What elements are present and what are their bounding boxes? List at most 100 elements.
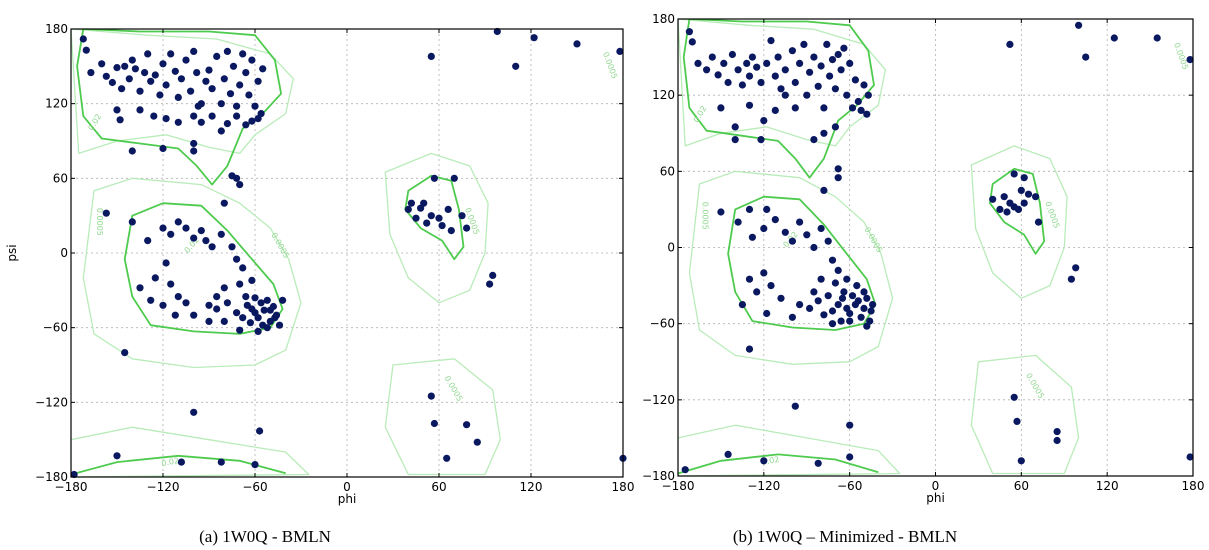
y-tick-label: −120 bbox=[642, 393, 675, 407]
data-point bbox=[840, 288, 848, 296]
data-point bbox=[1072, 264, 1080, 272]
data-point bbox=[814, 297, 822, 305]
data-point bbox=[98, 60, 106, 68]
data-point bbox=[167, 230, 175, 238]
data-point bbox=[151, 71, 159, 79]
x-tick-label: 120 bbox=[520, 480, 543, 494]
data-point bbox=[229, 62, 238, 70]
contour-line-inner bbox=[678, 453, 879, 475]
data-point bbox=[743, 59, 751, 67]
data-point bbox=[147, 296, 155, 304]
data-point bbox=[1110, 34, 1118, 42]
data-point bbox=[834, 301, 842, 309]
data-point bbox=[217, 458, 225, 466]
data-point bbox=[443, 454, 451, 462]
data-point bbox=[803, 91, 811, 99]
data-point bbox=[213, 52, 221, 61]
data-point bbox=[803, 231, 811, 239]
data-point bbox=[233, 309, 241, 317]
data-point bbox=[144, 237, 152, 245]
y-tick-label: −60 bbox=[43, 321, 68, 335]
x-tick-label: −60 bbox=[242, 480, 267, 494]
data-point bbox=[151, 274, 159, 282]
data-point bbox=[213, 305, 221, 313]
data-point bbox=[826, 72, 834, 80]
data-point bbox=[1003, 208, 1011, 216]
data-point bbox=[810, 243, 818, 252]
data-point bbox=[1053, 428, 1061, 436]
data-point bbox=[113, 64, 121, 72]
data-point bbox=[131, 65, 139, 73]
data-point bbox=[846, 309, 854, 318]
contour-line-inner bbox=[682, 19, 875, 179]
data-point bbox=[838, 294, 847, 302]
data-point bbox=[869, 301, 877, 309]
data-point bbox=[863, 322, 871, 330]
data-point bbox=[1034, 218, 1043, 226]
data-point bbox=[141, 69, 149, 77]
data-point bbox=[254, 314, 262, 322]
data-point bbox=[182, 56, 190, 64]
data-point bbox=[174, 218, 182, 226]
data-point bbox=[220, 75, 228, 83]
data-point bbox=[404, 205, 412, 213]
data-point bbox=[703, 66, 711, 74]
panel-caption: (b) 1W0Q – Minimized - BMLN bbox=[733, 527, 957, 546]
data-point bbox=[731, 136, 739, 144]
data-point bbox=[260, 306, 268, 314]
plot-area-b bbox=[678, 19, 1193, 476]
data-point bbox=[745, 72, 754, 80]
data-point bbox=[760, 224, 768, 233]
data-point bbox=[867, 307, 875, 315]
data-point bbox=[817, 62, 825, 70]
data-point bbox=[843, 91, 851, 99]
data-point bbox=[113, 452, 121, 460]
data-point bbox=[828, 256, 837, 264]
data-point bbox=[412, 214, 420, 222]
data-point bbox=[846, 453, 854, 461]
data-point bbox=[197, 118, 205, 126]
data-point bbox=[853, 282, 861, 290]
chart-panel-b: 0.020.020.020.00050.00050.00050.00050.00… bbox=[642, 12, 1204, 546]
data-point bbox=[102, 209, 110, 217]
data-point bbox=[82, 46, 90, 54]
data-point bbox=[136, 284, 144, 292]
x-axis-label: phi bbox=[926, 491, 945, 505]
data-point bbox=[717, 104, 725, 112]
data-point bbox=[863, 294, 871, 302]
data-point bbox=[242, 293, 250, 301]
contour-label: 0.02 bbox=[761, 455, 780, 467]
data-point bbox=[248, 117, 256, 125]
data-point bbox=[444, 205, 452, 213]
data-point bbox=[777, 294, 785, 302]
data-point bbox=[1020, 174, 1028, 182]
data-point bbox=[781, 66, 789, 74]
data-point bbox=[824, 237, 832, 245]
data-point bbox=[1010, 170, 1018, 178]
contour-line-outer bbox=[688, 170, 894, 365]
data-point bbox=[788, 313, 797, 321]
contour-line-outer bbox=[384, 152, 489, 304]
data-point bbox=[177, 458, 185, 466]
data-point bbox=[685, 28, 694, 36]
data-point bbox=[236, 81, 244, 89]
data-point bbox=[205, 66, 213, 74]
y-tick-label: −120 bbox=[35, 395, 68, 409]
data-point bbox=[190, 112, 198, 120]
contour-line-outer bbox=[71, 426, 310, 477]
data-point bbox=[857, 106, 865, 114]
data-point bbox=[254, 77, 262, 85]
data-point bbox=[463, 224, 471, 232]
data-point bbox=[828, 320, 837, 328]
data-point bbox=[118, 85, 126, 93]
data-point bbox=[781, 228, 789, 236]
x-tick-label: 60 bbox=[431, 480, 446, 494]
data-point bbox=[989, 195, 997, 203]
data-point bbox=[171, 67, 179, 75]
data-point bbox=[254, 327, 262, 335]
contour-line-outer bbox=[82, 177, 302, 369]
data-point bbox=[814, 459, 822, 467]
data-point bbox=[167, 50, 175, 58]
data-point bbox=[757, 136, 765, 144]
